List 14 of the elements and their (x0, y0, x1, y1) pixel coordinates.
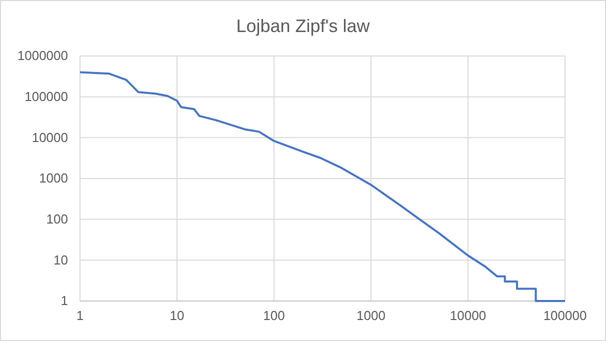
y-tick-label: 10 (54, 252, 68, 268)
x-tick-label: 10000 (450, 308, 486, 324)
x-tick-label: 100 (263, 308, 285, 324)
x-tick-label: 1 (76, 308, 84, 324)
y-tick-label: 1000000 (17, 48, 68, 64)
y-tick-label: 10000 (32, 130, 68, 145)
y-tick-label: 1 (60, 293, 68, 308)
x-tick-label: 1000 (356, 308, 386, 324)
y-tick-label: 100 (46, 211, 68, 226)
chart-title: Lojban Zipf's law (236, 16, 371, 36)
y-tick-label: 1000 (39, 170, 68, 186)
y-tick-label: 100000 (24, 88, 68, 104)
x-tick-label: 100000 (543, 308, 587, 324)
x-tick-label: 10 (170, 308, 184, 324)
